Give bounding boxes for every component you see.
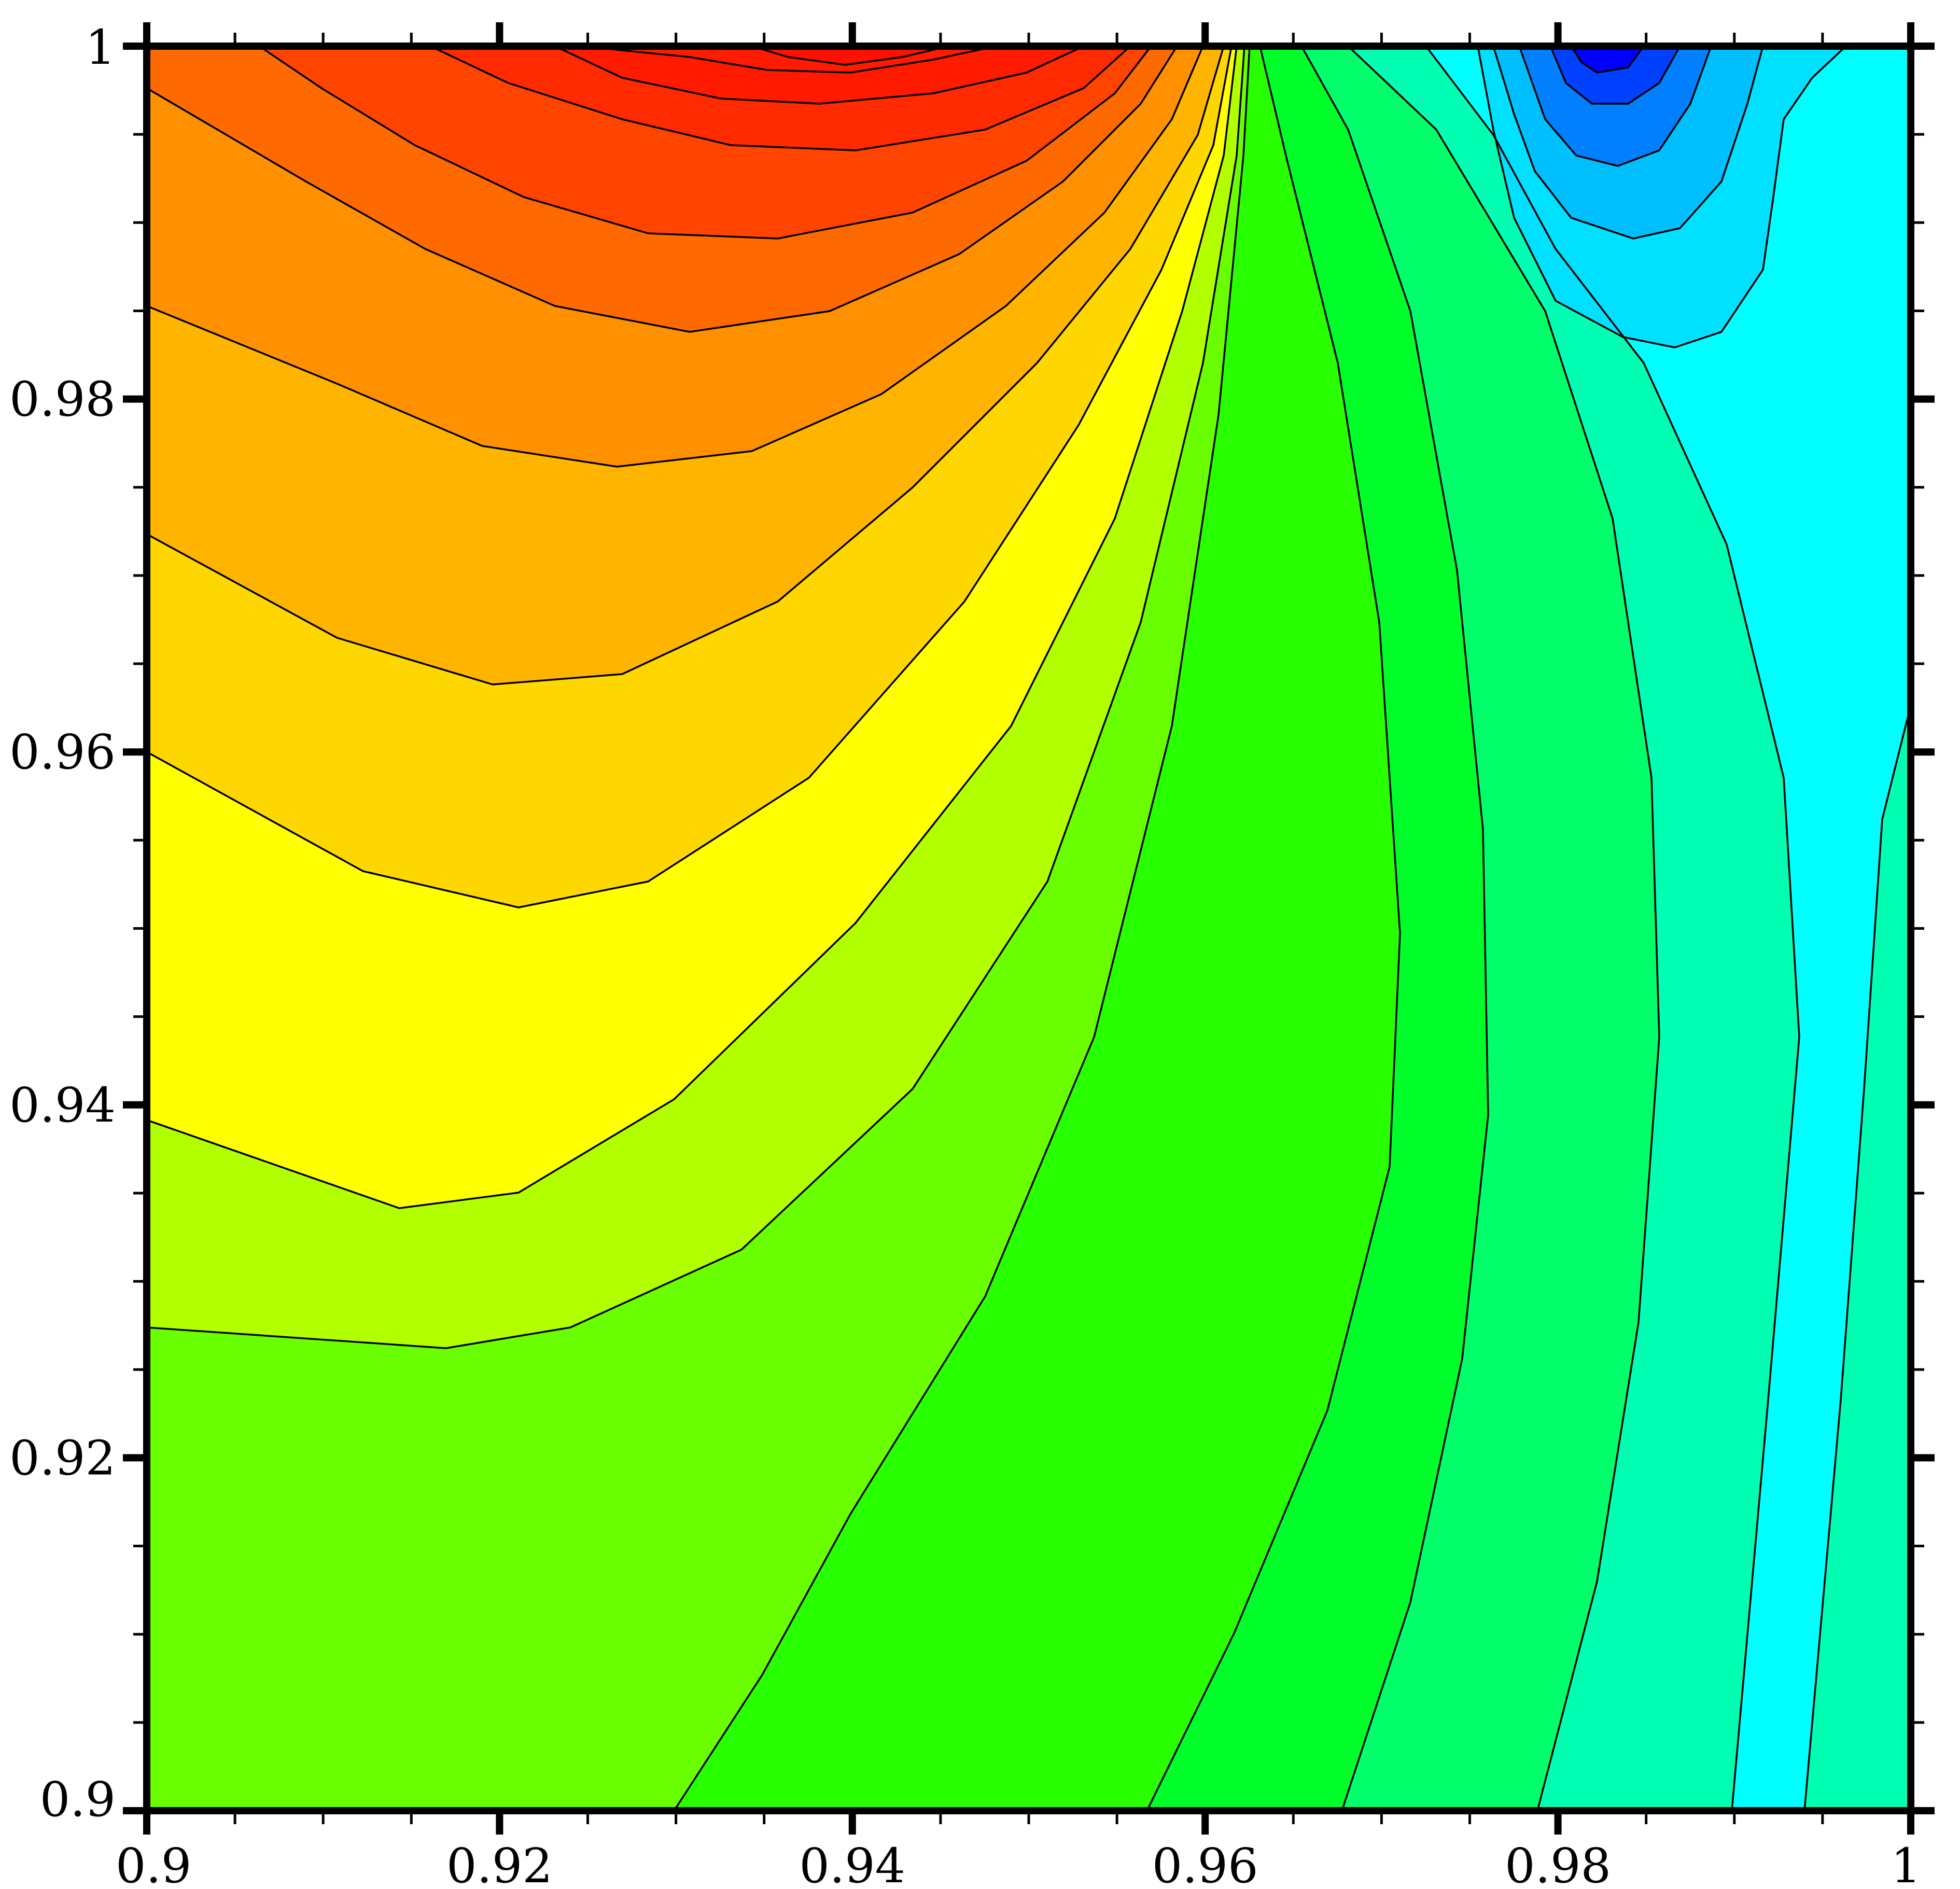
contour-line bbox=[170, 46, 1152, 240]
x-tick-label: 1 bbox=[1891, 1838, 1921, 1889]
x-tick-label: 0.96 bbox=[1152, 1838, 1258, 1889]
x-tick-label: 0.94 bbox=[799, 1838, 905, 1889]
fill-max bbox=[752, 46, 949, 65]
contour-line bbox=[147, 46, 1178, 333]
y-tick-label: 0.94 bbox=[9, 1078, 116, 1133]
contour-line bbox=[1300, 46, 1911, 1811]
contour-line bbox=[1570, 46, 1645, 74]
x-tick-label: 0.98 bbox=[1505, 1838, 1611, 1889]
contour-line bbox=[147, 46, 1245, 1349]
contour-line bbox=[147, 46, 1251, 1811]
contour-line bbox=[147, 46, 1233, 908]
contour-line bbox=[147, 46, 1225, 685]
x-tick-label: 0.92 bbox=[446, 1838, 553, 1889]
contour-line bbox=[1518, 46, 1712, 167]
contour-line bbox=[1477, 46, 1847, 348]
contour-fills bbox=[147, 46, 1911, 1811]
y-tick-label: 0.98 bbox=[9, 372, 116, 427]
fill-min bbox=[1571, 46, 1644, 73]
contour-line bbox=[481, 46, 1085, 105]
contour-line bbox=[751, 46, 950, 66]
axes: 0.9 0.92 0.94 0.96 0.98 1 0.9 0.92 0.94 0.96 0.98 1 bbox=[9, 20, 1935, 1889]
contour-line bbox=[147, 46, 1204, 468]
contour-line bbox=[1549, 46, 1681, 105]
contour-line bbox=[1347, 46, 1911, 1811]
y-tick-label: 1 bbox=[85, 20, 116, 75]
contour-line bbox=[147, 46, 1238, 1209]
x-tick-label: 0.9 bbox=[116, 1838, 191, 1889]
contour-line bbox=[1146, 46, 1911, 1811]
y-tick-label: 0.9 bbox=[40, 1772, 116, 1827]
y-tick-label: 0.96 bbox=[9, 724, 116, 780]
contour-line bbox=[1492, 46, 1764, 240]
y-tick-label: 0.92 bbox=[9, 1430, 116, 1486]
contour-line bbox=[315, 46, 1131, 151]
contour-lines bbox=[147, 46, 1911, 1811]
contour-line bbox=[580, 46, 997, 74]
fill-band-right bbox=[1426, 46, 1911, 1811]
contour-line bbox=[1425, 46, 1911, 1811]
